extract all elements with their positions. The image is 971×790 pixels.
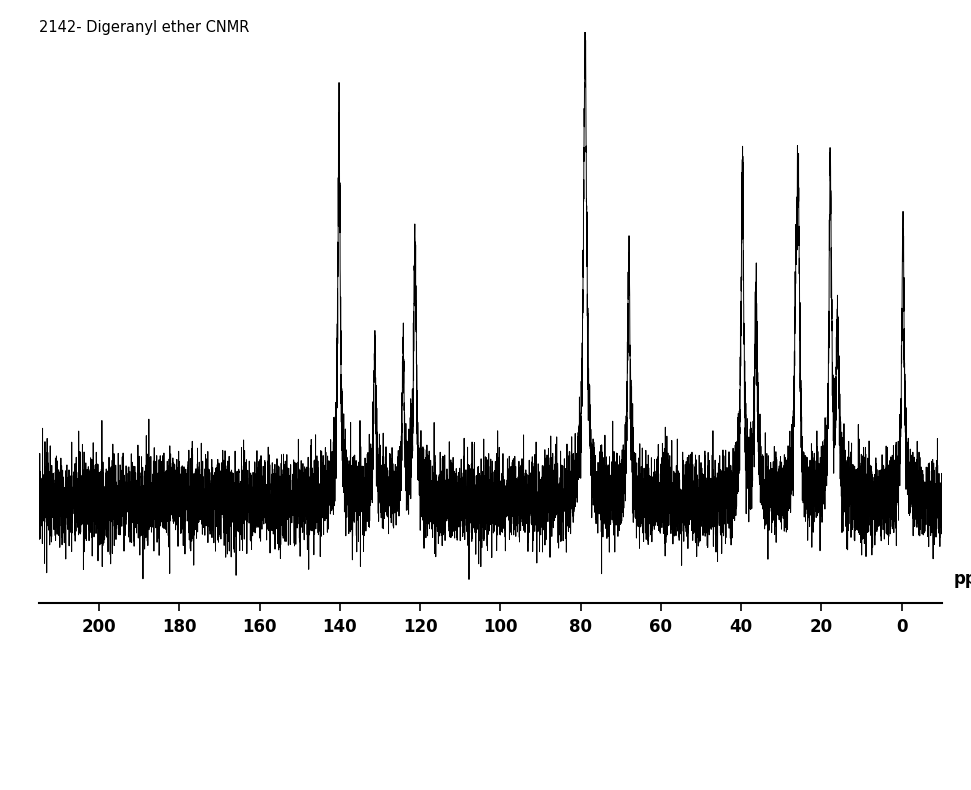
Text: ppm: ppm [954, 570, 971, 588]
Text: 2142- Digeranyl ether CNMR: 2142- Digeranyl ether CNMR [39, 20, 250, 35]
